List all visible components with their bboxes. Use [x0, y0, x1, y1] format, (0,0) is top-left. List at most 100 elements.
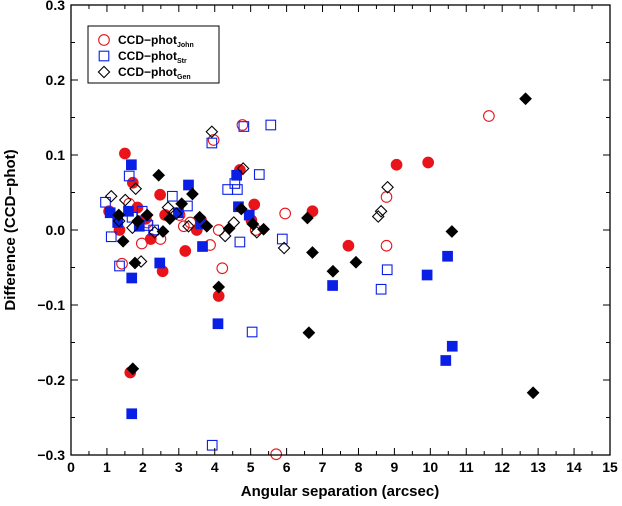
diamond-filled-point	[526, 386, 540, 400]
diamond-filled-point	[445, 225, 459, 238]
x-tick-label: 7	[319, 459, 327, 475]
diamond-filled-point	[186, 187, 199, 201]
square-filled-point	[243, 209, 255, 221]
diamond-filled-point	[131, 214, 145, 228]
x-tick-label: 4	[211, 459, 219, 475]
square-open-point	[232, 184, 243, 195]
square-filled-point	[154, 257, 166, 269]
circle-open-point	[216, 262, 229, 275]
square-filled-point	[126, 159, 137, 171]
circle-filled-point	[422, 156, 435, 169]
x-tick-label: 5	[247, 459, 255, 475]
diamond-filled-point	[326, 264, 340, 278]
x-tick-label: 10	[423, 459, 439, 475]
circle-open-point	[116, 257, 128, 270]
legend-marker-str	[98, 50, 110, 62]
diamond-open-point	[118, 193, 132, 207]
square-open-point	[375, 283, 387, 295]
diamond-open-point	[374, 204, 388, 218]
legend-label-gen: CCD−photGen	[118, 65, 191, 81]
diamond-filled-point	[152, 168, 166, 182]
square-open-point	[246, 326, 258, 338]
circle-open-point	[483, 110, 495, 122]
diamond-filled-point	[126, 362, 140, 376]
diamond-open-point	[126, 221, 139, 235]
square-filled-point	[183, 179, 194, 191]
x-tick-label: 13	[530, 459, 546, 475]
square-open-point	[114, 260, 125, 272]
square-filled-point	[123, 205, 134, 217]
square-open-point	[234, 236, 246, 248]
circle-open-point	[380, 191, 393, 203]
x-tick-label: 3	[175, 459, 183, 475]
legend-box	[87, 25, 220, 84]
y-tick-label: 0.2	[46, 72, 66, 88]
circle-open-point	[270, 448, 283, 461]
x-tick-label: 11	[459, 459, 474, 475]
square-open-point	[105, 231, 117, 243]
square-filled-point	[446, 340, 458, 352]
square-filled-point	[126, 272, 138, 284]
diamond-filled-point	[200, 219, 214, 233]
series-john	[103, 110, 495, 461]
diamond-filled-point	[519, 92, 532, 106]
square-filled-point	[212, 318, 224, 330]
diamond-open-point	[381, 180, 394, 194]
axis-ticks: 0 1 2 3 4 5 6 7 8 9 10 11 12 13 14 15−0.3−0.2−0.10.00.1…	[37, 0, 618, 475]
diamond-filled-point	[140, 208, 154, 222]
legend-label-str: CCD−photStr	[118, 49, 187, 65]
legend-label-john: CCD−photJohn	[118, 33, 194, 49]
diamond-filled-point	[175, 197, 189, 211]
diamond-open-point	[371, 210, 385, 223]
diamond-filled-point	[306, 246, 319, 259]
y-axis-title: Difference (CCD−phot)	[2, 149, 19, 310]
diamond-filled-point	[112, 208, 126, 222]
diamond-filled-point	[302, 326, 316, 340]
y-tick-label: 0.3	[46, 0, 66, 13]
y-tick-label: −0.3	[37, 447, 65, 463]
diamond-open-point	[205, 125, 219, 139]
x-tick-label: 0	[67, 459, 75, 475]
diamond-filled-point	[163, 212, 177, 226]
x-tick-label: 6	[283, 459, 291, 475]
y-tick-label: 0.0	[46, 222, 66, 238]
circle-filled-point	[342, 239, 355, 252]
diamond-open-point	[169, 207, 183, 220]
x-axis-title: Angular separation (arcsec)	[241, 483, 439, 500]
diamond-open-point	[277, 241, 291, 255]
diamond-filled-point	[234, 202, 248, 216]
diamond-filled-point	[116, 234, 130, 248]
x-tick-label: 2	[139, 459, 147, 475]
square-open-point	[253, 169, 265, 180]
square-filled-point	[126, 408, 138, 420]
y-tick-label: −0.1	[37, 297, 65, 313]
x-tick-label: 14	[566, 459, 582, 475]
diamond-open-point	[129, 182, 143, 196]
square-open-point	[276, 233, 288, 245]
diamond-open-point	[236, 162, 250, 175]
circle-open-point	[177, 220, 190, 233]
diamond-filled-point	[246, 217, 260, 231]
square-filled-point	[440, 355, 452, 366]
square-filled-point	[327, 280, 338, 291]
circle-filled-point	[390, 158, 403, 171]
x-tick-label: 12	[494, 459, 510, 475]
circle-filled-point	[179, 245, 192, 257]
circle-filled-point	[248, 198, 261, 211]
diamond-filled-point	[128, 256, 142, 270]
diamond-filled-point	[222, 222, 236, 235]
square-open-point	[381, 264, 393, 276]
circle-open-point	[212, 224, 225, 236]
square-open-point	[100, 196, 111, 208]
square-open-point	[123, 170, 135, 182]
series-str	[100, 119, 458, 451]
circle-open-point	[380, 239, 393, 252]
legend-marker-john	[98, 34, 110, 46]
square-filled-point	[421, 269, 433, 281]
data-marks	[100, 92, 540, 461]
diamond-open-point	[112, 214, 126, 228]
y-tick-label: 0.1	[46, 147, 66, 163]
square-filled-point	[197, 241, 208, 252]
